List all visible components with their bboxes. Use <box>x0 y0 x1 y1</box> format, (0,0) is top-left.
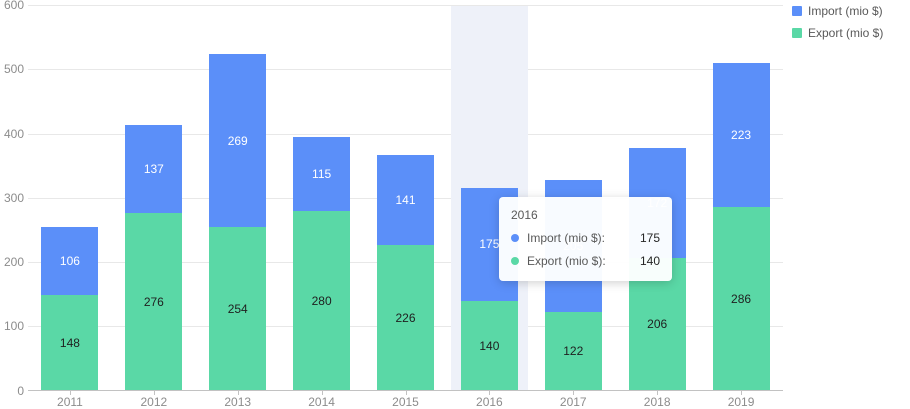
axis-tick <box>153 391 155 395</box>
import-segment-2013[interactable]: 269 <box>209 54 267 228</box>
tooltip-value-import: 175 <box>639 231 660 245</box>
y-axis-label: 500 <box>3 62 24 77</box>
axis-tick <box>489 391 491 395</box>
import-segment-2011[interactable]: 106 <box>41 227 99 296</box>
axis-tick <box>237 391 239 395</box>
x-axis-label: 2011 <box>57 395 83 409</box>
tooltip-row-import: Import (mio $): 175 <box>511 231 660 245</box>
value-label: 122 <box>563 344 584 359</box>
y-axis-label: 600 <box>3 0 24 12</box>
export-segment-2012[interactable]: 276 <box>125 213 183 391</box>
export-segment-2015[interactable]: 226 <box>377 245 434 391</box>
value-label: 206 <box>647 317 668 332</box>
x-axis-label: 2019 <box>727 395 755 409</box>
import-dot-icon <box>511 234 519 242</box>
axis-tick <box>69 391 71 395</box>
x-axis-line <box>28 390 783 391</box>
tooltip-label-export: Export (mio $): <box>527 254 606 268</box>
y-axis-label: 100 <box>3 319 24 334</box>
x-axis-label: 2015 <box>392 395 419 409</box>
value-label: 254 <box>227 301 248 316</box>
x-axis-label: 2017 <box>559 395 587 409</box>
y-axis-label: 200 <box>3 255 24 269</box>
value-label: 280 <box>311 293 332 308</box>
value-label: 286 <box>731 291 752 306</box>
axis-tick <box>741 391 743 395</box>
axis-tick <box>573 391 575 395</box>
x-axis-label: 2013 <box>224 395 252 409</box>
tooltip: 2016 Import (mio $): 175 Export (mio $):… <box>499 197 672 281</box>
gridline <box>28 5 783 6</box>
import-swatch-icon <box>792 6 802 16</box>
import-segment-2015[interactable]: 141 <box>377 154 434 246</box>
legend-label-export: Export (mio $) <box>808 26 884 40</box>
tooltip-title: 2016 <box>511 208 538 222</box>
tooltip-row-export: Export (mio $): 140 <box>511 254 660 268</box>
value-label: 226 <box>395 310 416 325</box>
export-segment-2011[interactable]: 148 <box>41 295 99 391</box>
import-segment-2019[interactable]: 223 <box>712 63 770 207</box>
export-segment-2013[interactable]: 254 <box>209 227 267 391</box>
legend-item-export[interactable]: Export (mio $) <box>792 26 883 40</box>
axis-tick <box>657 391 659 395</box>
y-axis-label: 300 <box>3 190 24 205</box>
value-label: 115 <box>312 166 332 181</box>
value-label: 137 <box>143 162 164 177</box>
tooltip-value-export: 140 <box>639 254 660 268</box>
value-label: 141 <box>395 192 416 207</box>
value-label: 106 <box>59 254 80 269</box>
axis-tick <box>321 391 323 395</box>
axis-tick <box>405 391 407 395</box>
legend-label-import: Import (mio $) <box>808 4 883 18</box>
value-label: 223 <box>731 128 752 143</box>
import-segment-2012[interactable]: 137 <box>125 125 183 214</box>
y-axis-label: 0 <box>17 383 24 398</box>
x-axis-label: 2016 <box>476 395 503 409</box>
value-label: 175 <box>479 237 500 252</box>
export-segment-2017[interactable]: 122 <box>544 312 602 391</box>
export-dot-icon <box>511 257 519 265</box>
export-segment-2019[interactable]: 286 <box>712 206 770 391</box>
value-label: 148 <box>59 335 80 350</box>
export-swatch-icon <box>792 28 802 38</box>
tooltip-label-import: Import (mio $): <box>527 231 606 245</box>
x-axis-label: 2018 <box>643 395 671 409</box>
y-axis-label: 400 <box>3 126 24 141</box>
export-segment-2014[interactable]: 280 <box>293 210 351 391</box>
x-axis-label: 2012 <box>140 395 168 409</box>
gridline <box>28 133 783 135</box>
legend: Import (mio $) Export (mio $) <box>792 4 883 48</box>
value-label: 269 <box>227 133 248 148</box>
import-segment-2014[interactable]: 115 <box>293 136 351 211</box>
gridline <box>28 69 783 71</box>
value-label: 276 <box>143 294 164 309</box>
x-axis-label: 2014 <box>308 395 335 409</box>
value-label: 140 <box>479 338 500 353</box>
export-segment-2016[interactable]: 140 <box>460 300 518 391</box>
legend-item-import[interactable]: Import (mio $) <box>792 4 883 18</box>
